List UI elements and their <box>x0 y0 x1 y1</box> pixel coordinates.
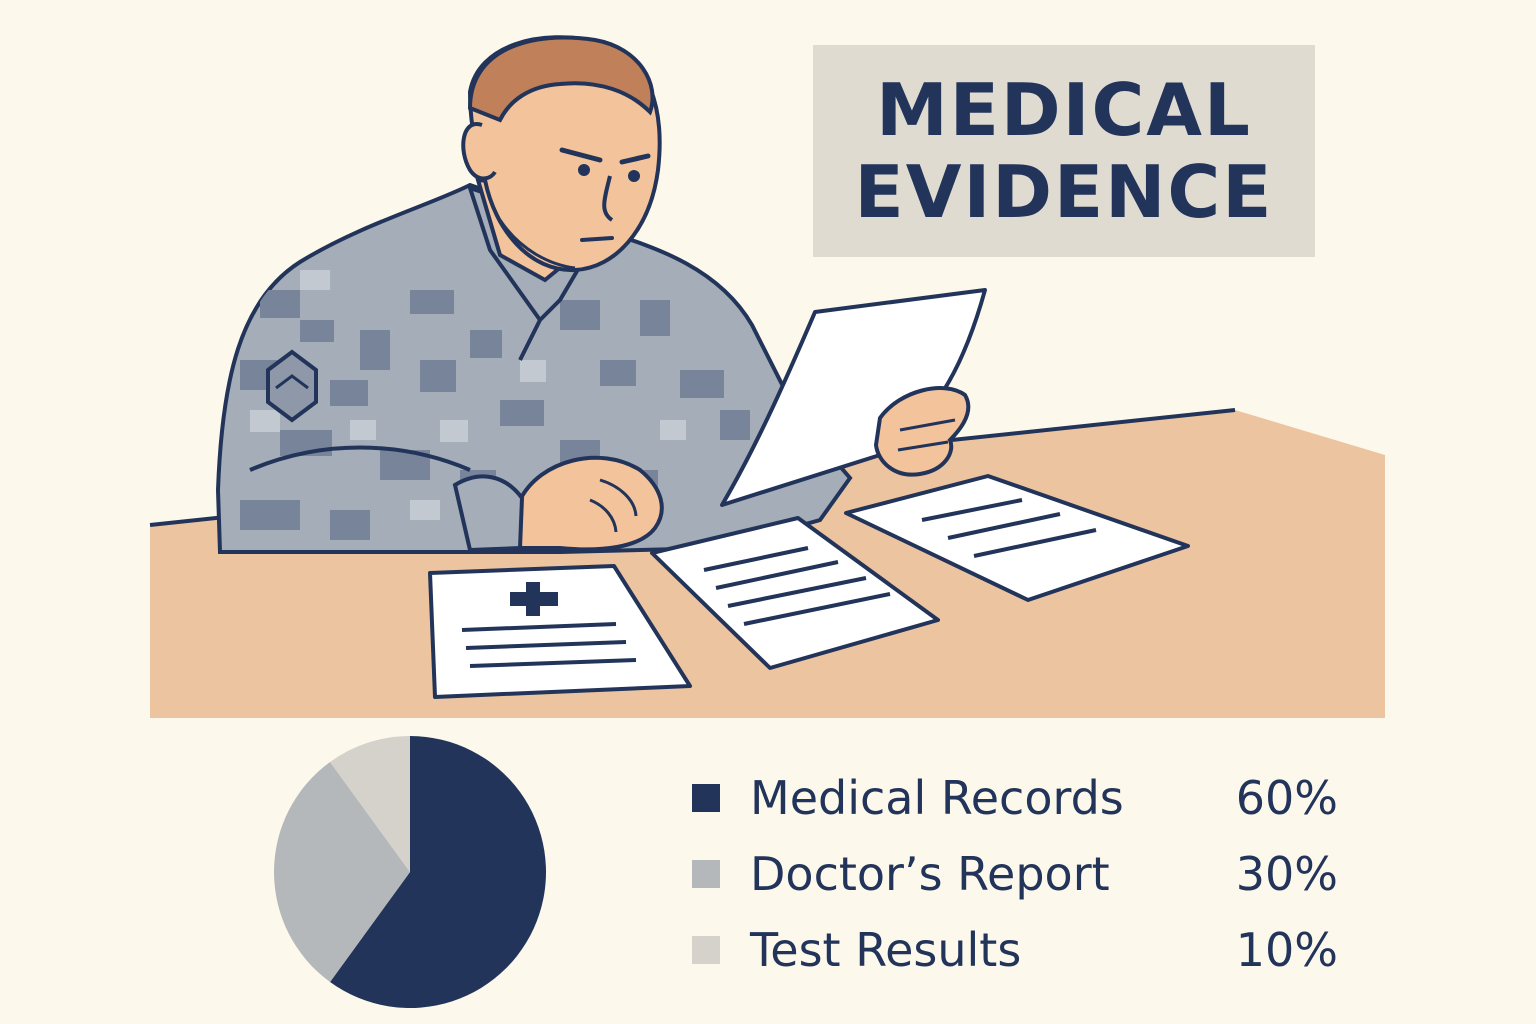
legend-value: 10% <box>1235 923 1338 977</box>
soldier-figure <box>215 35 853 554</box>
legend-swatch <box>692 784 720 812</box>
legend-label: Medical Records <box>750 771 1124 825</box>
title-box: MEDICAL EVIDENCE <box>813 45 1315 257</box>
pie-slice-test-results <box>330 736 410 872</box>
document-icon <box>650 516 940 670</box>
legend-item-doctors-report: Doctor’s Report 30% <box>692 836 1352 912</box>
legend-swatch <box>692 936 720 964</box>
legend-label: Test Results <box>750 923 1022 977</box>
legend-value: 60% <box>1235 771 1338 825</box>
chart-legend: Medical Records 60% Doctor’s Report 30% … <box>692 760 1352 988</box>
pie-slice-doctor-s-report <box>274 761 410 983</box>
legend-item-test-results: Test Results 10% <box>692 912 1352 988</box>
legend-swatch <box>692 860 720 888</box>
medical-cross-icon <box>510 582 558 616</box>
legend-value: 30% <box>1235 847 1338 901</box>
document-icon <box>844 474 1190 602</box>
legend-label: Doctor’s Report <box>750 847 1110 901</box>
title-line-2: EVIDENCE <box>854 150 1274 234</box>
title-line-1: MEDICAL <box>876 68 1252 152</box>
legend-item-medical-records: Medical Records 60% <box>692 760 1352 836</box>
holding-hand <box>873 386 971 477</box>
pie-slice-medical-records <box>330 736 546 1008</box>
document-icon <box>428 564 692 699</box>
pie-chart <box>274 736 546 1008</box>
